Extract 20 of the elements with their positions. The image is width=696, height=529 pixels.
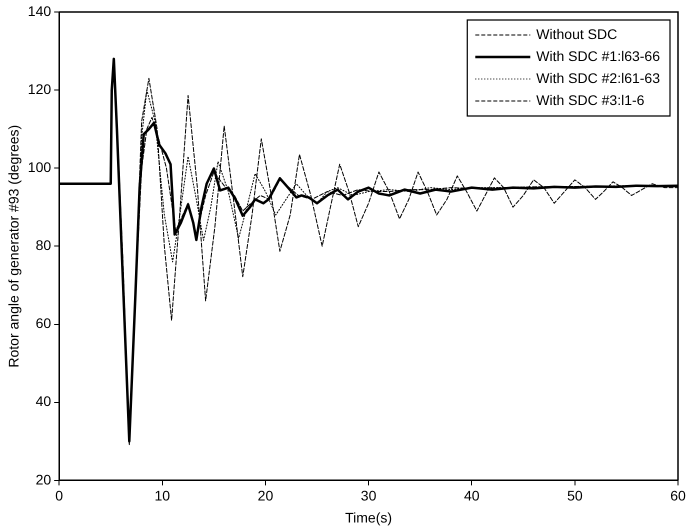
y-tick-label: 60 xyxy=(36,315,52,332)
y-tick-label: 80 xyxy=(36,237,52,254)
x-axis-title: Time(s) xyxy=(345,509,392,526)
x-tick-label: 20 xyxy=(258,488,274,504)
x-tick-label: 50 xyxy=(567,488,583,504)
y-tick-label: 20 xyxy=(36,471,52,488)
x-tick-label: 30 xyxy=(360,488,377,504)
legend-label: With SDC #3:l1-6 xyxy=(536,92,645,108)
legend-label: With SDC #1:l63-66 xyxy=(536,48,660,64)
y-tick-label: 100 xyxy=(28,158,52,175)
x-tick-label: 10 xyxy=(154,488,170,504)
legend-label: Without SDC xyxy=(536,26,618,42)
y-axis-title: Rotor angle of generator #93 (degrees) xyxy=(5,124,22,368)
y-tick-label: 140 xyxy=(28,2,52,19)
y-tick-label: 120 xyxy=(28,80,52,97)
y-tick-label: 40 xyxy=(36,393,52,410)
x-tick-label: 60 xyxy=(670,488,686,504)
x-tick-label: 0 xyxy=(55,488,64,504)
legend-label: With SDC #2:l61-63 xyxy=(536,70,660,86)
x-tick-label: 40 xyxy=(464,488,480,504)
